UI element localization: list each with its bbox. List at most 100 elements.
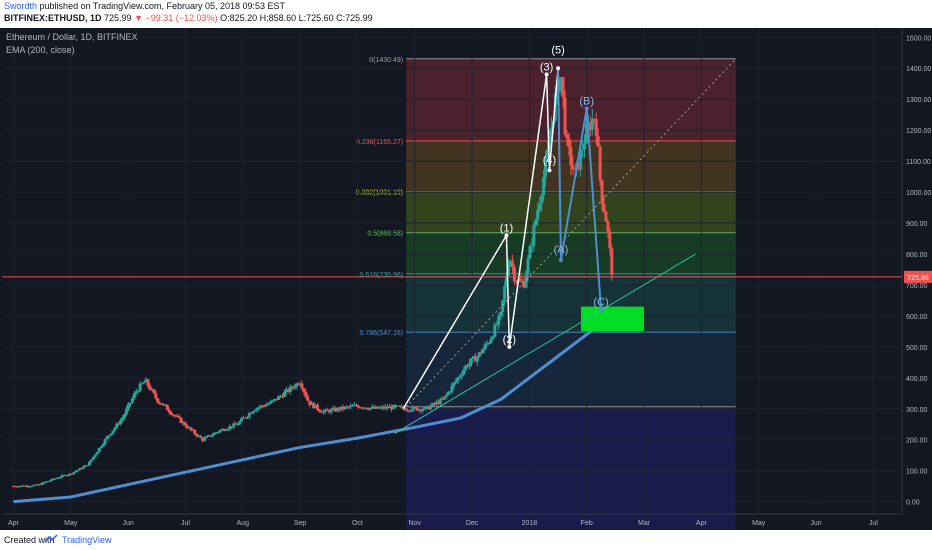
correction-wave-path[interactable] (557, 68, 603, 310)
y-tick-label: 700.00 (906, 283, 928, 290)
price-chart[interactable]: 0(1430.49) 0.236(1165.27) 0.382(1001.19) 0.… (0, 28, 932, 530)
candle-body (74, 471, 78, 473)
fib-zone (406, 273, 736, 333)
candle-body (592, 119, 596, 121)
candle-body (241, 417, 245, 419)
last-price: 725.99 (104, 13, 132, 23)
candle-body (555, 80, 559, 94)
wave-point (599, 307, 604, 312)
candle-body (72, 472, 76, 475)
candle-body (489, 338, 493, 344)
candle-body (142, 382, 146, 384)
candle-body (329, 409, 333, 413)
candle-body (536, 209, 540, 220)
candle-body (331, 407, 335, 410)
candle-body (325, 409, 329, 411)
y-tick-label: 1000.00 (906, 190, 931, 197)
wave-point (504, 233, 509, 238)
x-tick-label: Jun (810, 520, 821, 527)
candle-body (312, 402, 316, 409)
candle-body (257, 407, 261, 409)
candle-body (140, 383, 144, 385)
candle-body (128, 402, 132, 404)
candle-body (234, 423, 238, 425)
candle-body (191, 429, 195, 431)
candle-body (495, 324, 499, 326)
candle-body (378, 407, 382, 409)
x-tick-label: Jul (869, 520, 878, 527)
impulse-wave-path[interactable] (402, 68, 559, 410)
candle-body (160, 403, 164, 405)
candle-body (434, 401, 438, 405)
fibonacci-retracement[interactable]: 0(1430.49) 0.236(1165.27) 0.382(1001.19) 0.… (356, 57, 736, 530)
trend-line[interactable] (394, 253, 696, 434)
wave-label: (2) (503, 334, 516, 346)
candle-body (109, 433, 113, 436)
price-change: ▼ −99.31 (−12.03%) (134, 13, 218, 23)
candle-body (185, 425, 189, 428)
candle-body (399, 406, 403, 408)
fib-level-label: 0.382(1001.19) (356, 190, 403, 197)
candle-body (286, 389, 290, 392)
y-tick-label: 500.00 (906, 345, 928, 352)
candle-body (487, 343, 491, 345)
candle-body (296, 383, 300, 385)
tradingview-brand[interactable]: TradingView (62, 535, 112, 545)
candle-body (427, 406, 431, 410)
candle-body (341, 406, 345, 410)
candle-body (41, 482, 45, 485)
fib-zone (406, 232, 736, 274)
candle-body (458, 376, 462, 378)
candle-body (230, 426, 234, 428)
candle-body (364, 407, 368, 409)
candle-body (97, 447, 101, 453)
candle-body (362, 407, 366, 409)
candle-body (253, 410, 257, 412)
candle-body (520, 280, 524, 283)
fib-zone (406, 332, 736, 407)
candle-body (138, 383, 142, 392)
candle-body (561, 77, 565, 98)
candle-body (39, 484, 43, 486)
candle-body (349, 405, 353, 407)
candle-body (481, 348, 485, 354)
target-zone-box[interactable] (580, 306, 645, 332)
candle-body (409, 410, 413, 412)
y-tick-label: 900.00 (906, 221, 928, 228)
candle-body (35, 484, 39, 486)
candle-body (567, 138, 571, 147)
candle-body (189, 427, 193, 430)
drawings-overlay[interactable]: (1) (2) (3) (4) (5) (A) (B) (C) (2, 44, 902, 434)
y-tick-label: 300.00 (906, 407, 928, 414)
chart-symbol-title: Ethereum / Dollar, 1D, BITFINEX (6, 32, 138, 42)
candle-body (56, 477, 60, 479)
candle-body (105, 436, 109, 440)
candle-body (446, 392, 450, 395)
candle-body (382, 406, 386, 409)
y-tick-label: 0.00 (906, 500, 920, 507)
candle-body (171, 414, 175, 416)
candle-body (308, 400, 312, 406)
fib-level-label: 0.786(547.16) (360, 330, 404, 337)
candle-body (503, 285, 507, 301)
candle-body (588, 122, 592, 131)
author-link[interactable]: Swordth (4, 1, 38, 11)
candle-body (549, 127, 553, 141)
candle-body (119, 420, 123, 425)
candle-body (27, 486, 31, 488)
candle-body (206, 435, 210, 437)
candle-body (354, 404, 358, 406)
symbol-name: BITFINEX:ETHUSD, 1D (4, 13, 102, 23)
candle-body (93, 454, 97, 457)
candle-body (483, 344, 487, 349)
fib-zone (406, 58, 736, 141)
chart-axes: 725.98 0.00 100.00 200.00 300.00 400.00 500.00… (2, 28, 932, 527)
candle-body (66, 475, 70, 477)
candle-body (512, 267, 516, 282)
candle-body (245, 416, 249, 418)
y-tick-label: 1500.00 (906, 35, 931, 42)
candle-body (317, 409, 321, 412)
x-tick-label: Apr (696, 520, 708, 527)
candle-body (76, 470, 80, 472)
x-tick-label: Feb (581, 520, 593, 527)
